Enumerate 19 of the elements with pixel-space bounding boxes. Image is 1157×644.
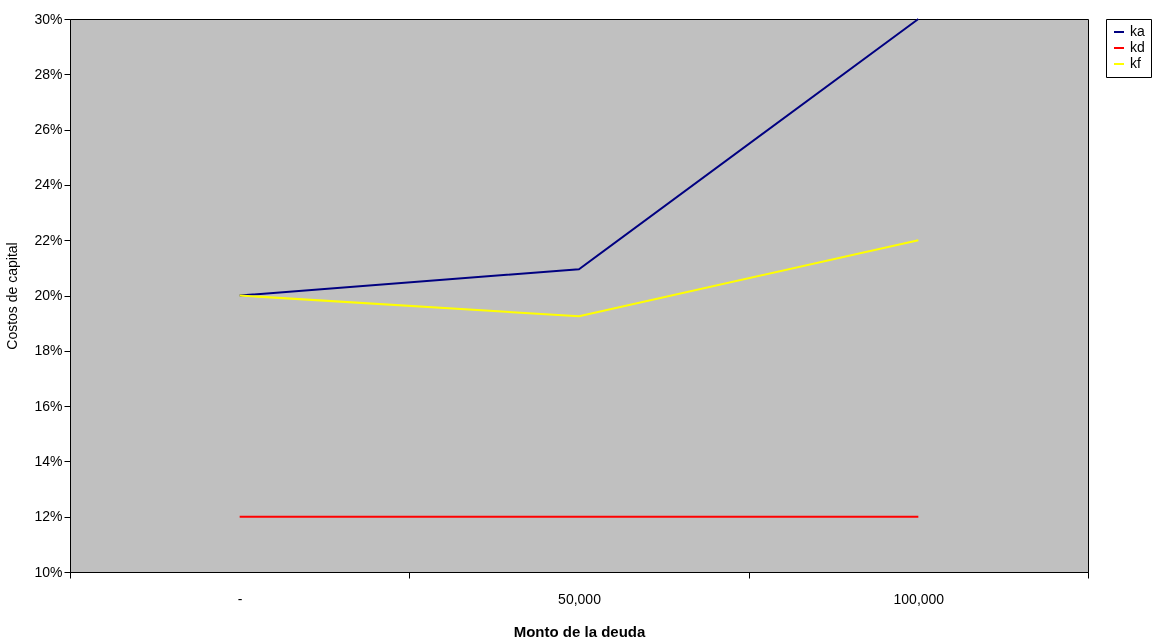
y-tick-label: 30% [34, 10, 63, 27]
y-tick-label: 12% [34, 508, 63, 525]
y-tick-label: 20% [34, 287, 63, 303]
y-tick-label: 10% [34, 563, 63, 580]
y-tick-label: 24% [34, 176, 63, 193]
legend-label: kd [1130, 39, 1145, 55]
y-tick-label: 22% [34, 231, 63, 248]
y-tick-label: 18% [34, 342, 63, 359]
x-axis-title: Monto de la deuda [513, 622, 646, 640]
x-tick-label: 100,000 [893, 590, 945, 607]
x-tick-label: - [237, 590, 243, 607]
y-tick-label: 14% [34, 452, 63, 469]
y-tick-label: 26% [34, 121, 63, 138]
y-axis-title: Costos de capital [4, 242, 21, 350]
x-tick-label: 50,000 [558, 590, 602, 607]
legend-label: ka [1130, 23, 1145, 39]
y-tick-label: 16% [34, 397, 63, 414]
legend-label: kf [1130, 55, 1141, 71]
y-tick-label: 28% [34, 65, 63, 82]
